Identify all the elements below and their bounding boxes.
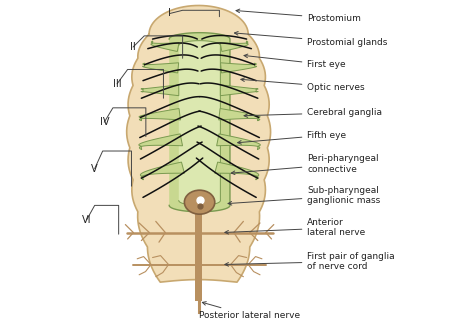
Text: Optic nerves: Optic nerves xyxy=(241,78,365,91)
Polygon shape xyxy=(215,162,259,180)
Text: Anterior
lateral nerve: Anterior lateral nerve xyxy=(225,218,365,237)
Polygon shape xyxy=(169,33,230,212)
Text: Peri-pharyngeal
connective: Peri-pharyngeal connective xyxy=(231,154,379,175)
Text: I: I xyxy=(168,8,171,18)
Polygon shape xyxy=(195,214,202,301)
Text: Fifth eye: Fifth eye xyxy=(237,130,346,144)
Polygon shape xyxy=(195,212,202,301)
Polygon shape xyxy=(217,134,260,150)
Text: Cerebral ganglia: Cerebral ganglia xyxy=(244,108,383,118)
Text: II: II xyxy=(130,42,136,52)
Text: III: III xyxy=(113,79,121,89)
Text: Prostomial glands: Prostomial glands xyxy=(235,32,388,47)
Polygon shape xyxy=(140,162,184,180)
Polygon shape xyxy=(220,41,248,52)
Polygon shape xyxy=(220,63,256,73)
Text: VI: VI xyxy=(82,215,91,225)
Text: First pair of ganglia
of nerve cord: First pair of ganglia of nerve cord xyxy=(225,252,395,271)
Text: First eye: First eye xyxy=(244,54,346,69)
Polygon shape xyxy=(219,109,260,121)
Polygon shape xyxy=(220,85,258,96)
Polygon shape xyxy=(179,41,220,205)
Ellipse shape xyxy=(184,190,215,214)
Polygon shape xyxy=(139,134,182,150)
Text: V: V xyxy=(91,164,98,174)
Polygon shape xyxy=(127,5,271,282)
Text: Prostomium: Prostomium xyxy=(236,9,361,23)
Polygon shape xyxy=(141,85,179,96)
Polygon shape xyxy=(143,63,179,73)
Text: Posterior lateral nerve: Posterior lateral nerve xyxy=(199,302,300,320)
Polygon shape xyxy=(139,109,181,121)
Text: Sub-pharyngeal
ganglionic mass: Sub-pharyngeal ganglionic mass xyxy=(228,186,381,205)
Text: IV: IV xyxy=(100,117,109,127)
Polygon shape xyxy=(151,41,179,52)
